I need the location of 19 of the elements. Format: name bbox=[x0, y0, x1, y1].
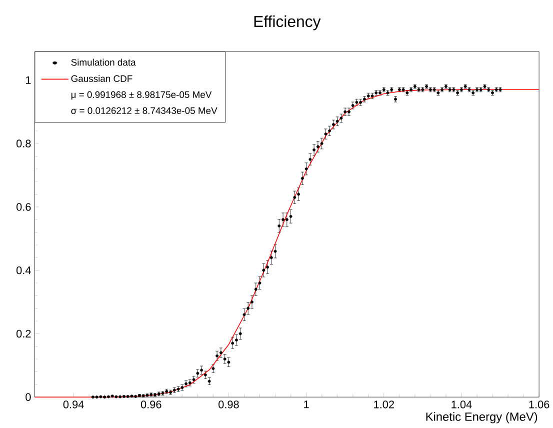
y-tick-label: 0.4 bbox=[16, 266, 31, 274]
x-tick-label: 1.02 bbox=[374, 400, 394, 408]
y-tick-label: 0.6 bbox=[16, 203, 31, 211]
legend-label: Simulation data bbox=[71, 58, 136, 66]
annotation: μ = 0.991968 ± 8.98175e-05 MeV bbox=[71, 91, 212, 100]
y-tick-label: 0 bbox=[26, 393, 31, 402]
x-tick-label: 1 bbox=[304, 400, 309, 408]
x-axis-title: Kinetic Energy (MeV) bbox=[426, 412, 538, 424]
x-tick-label: 0.96 bbox=[140, 400, 162, 408]
annotation: σ = 0.0126212 ± 8.74343e-05 MeV bbox=[71, 107, 218, 114]
x-tick-label: 0.98 bbox=[218, 400, 239, 408]
x-tick-label: 1.04 bbox=[452, 400, 472, 408]
x-tick-label: 1.06 bbox=[529, 400, 550, 408]
y-tick-label: 1 bbox=[26, 76, 31, 84]
x-tick-label: 0.94 bbox=[63, 400, 84, 408]
y-tick-label: 0.8 bbox=[16, 140, 31, 148]
chart-title: Efficiency bbox=[254, 16, 321, 30]
y-tick-label: 0.2 bbox=[16, 330, 31, 338]
legend-label: Gaussian CDF bbox=[71, 75, 132, 82]
